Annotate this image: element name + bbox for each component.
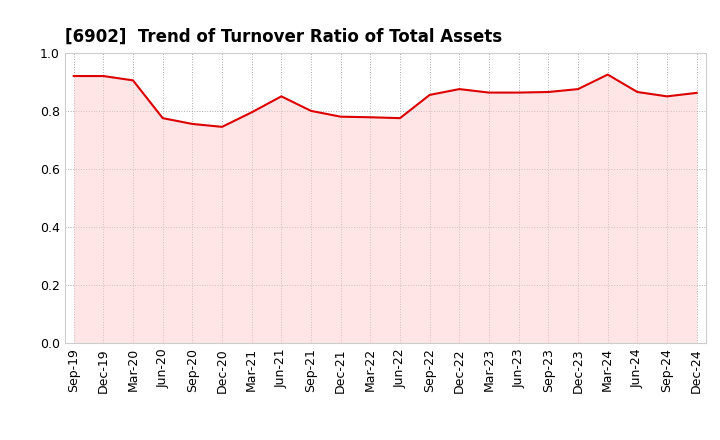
Text: [6902]  Trend of Turnover Ratio of Total Assets: [6902] Trend of Turnover Ratio of Total … bbox=[65, 28, 502, 46]
